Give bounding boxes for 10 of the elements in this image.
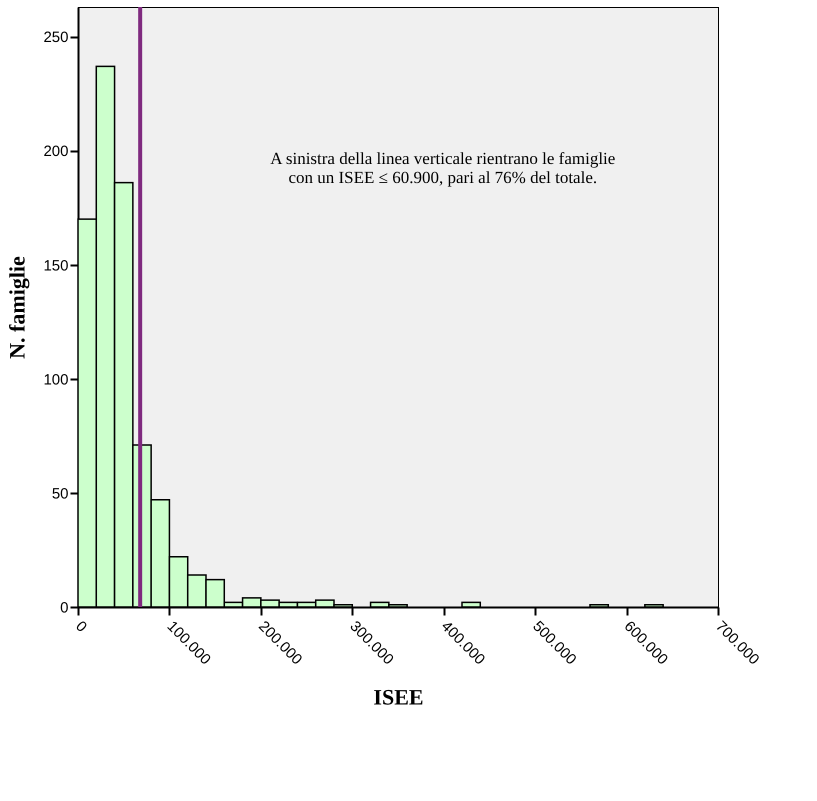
x-axis-title: ISEE [373,684,424,710]
x-tick-label: 0 [72,618,90,636]
y-tick-label: 250 [43,29,68,46]
annotation: A sinistra della linea verticale rientrano le famiglie con un ISEE ≤ 60.900, pari al 76% del totale. [270,149,616,187]
y-axis-title: N. famiglie [4,256,30,359]
y-tick-label: 0 [60,600,68,616]
y-tick-label: 50 [52,485,68,502]
y-tick-label: 200 [43,143,68,160]
y-tick-label: 150 [43,257,68,274]
y-tick-label: 100 [43,371,68,388]
